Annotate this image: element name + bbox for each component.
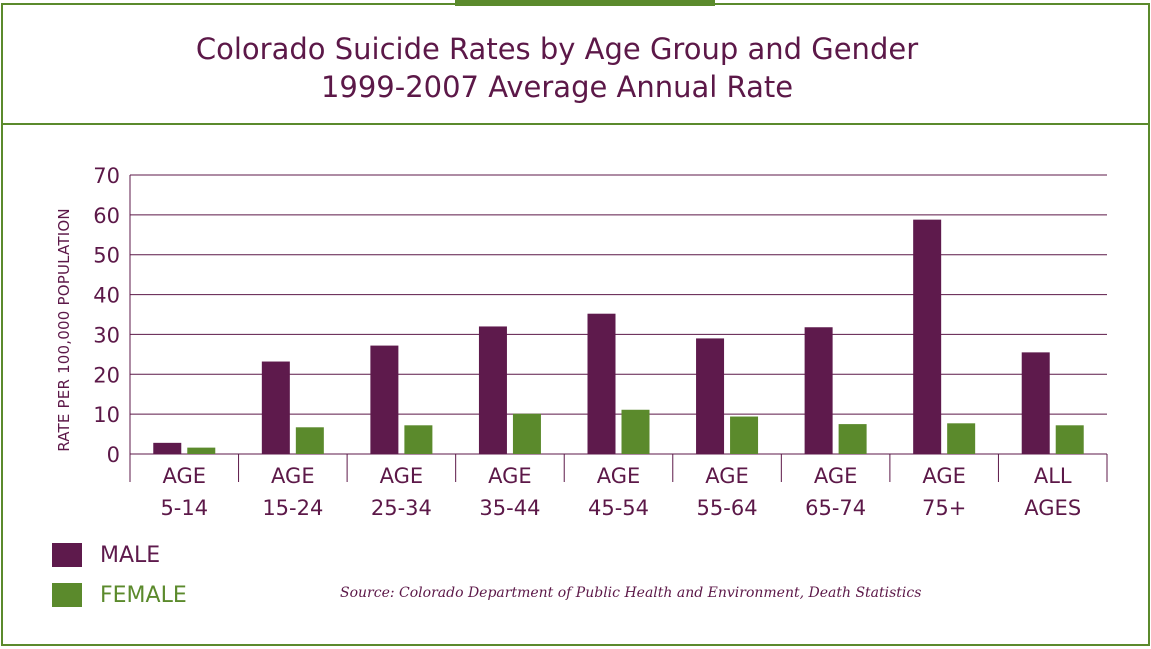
bar-female-4: [621, 409, 650, 454]
bar-female-5: [730, 416, 759, 454]
x-tick-label: AGES: [1024, 496, 1081, 520]
y-tick-label-10: 10: [93, 403, 120, 427]
bar-female-0: [187, 447, 216, 454]
chart-title-line-2: 1999-2007 Average Annual Rate: [320, 70, 794, 104]
bar-female-7: [947, 423, 976, 454]
y-tick-label-60: 60: [93, 204, 120, 228]
bar-male-3: [478, 326, 507, 454]
x-tick-label: 75+: [922, 496, 966, 520]
x-tick-label: AGE: [814, 464, 858, 488]
legend-swatch-female: [52, 583, 82, 607]
x-tick-label: AGE: [488, 464, 532, 488]
x-tick-label: 55-64: [697, 496, 758, 520]
x-tick-label: 35-44: [479, 496, 540, 520]
x-tick-label: AGE: [380, 464, 424, 488]
chart-title-line-1: Colorado Suicide Rates by Age Group and …: [195, 32, 919, 66]
x-tick-label: 25-34: [371, 496, 432, 520]
bar-male-4: [587, 313, 616, 454]
y-tick-label-30: 30: [93, 323, 120, 347]
legend-label-male: MALE: [100, 542, 161, 568]
x-tick-label: AGE: [922, 464, 966, 488]
bar-female-8: [1055, 425, 1084, 454]
legend-item-male: MALE: [52, 542, 160, 568]
bar-male-1: [261, 361, 290, 454]
outer-border: [1, 3, 1150, 646]
y-tick-label-0: 0: [107, 443, 120, 467]
source-note: Source: Colorado Department of Public He…: [340, 585, 922, 601]
bar-male-5: [696, 338, 725, 454]
y-tick-label-50: 50: [93, 244, 120, 268]
legend-label-female: FEMALE: [100, 582, 187, 608]
x-tick-label: 15-24: [262, 496, 323, 520]
bar-male-8: [1021, 352, 1050, 454]
x-tick-label: AGE: [271, 464, 315, 488]
bar-male-0: [153, 442, 182, 454]
y-tick-label-40: 40: [93, 284, 120, 308]
x-tick-label: 5-14: [160, 496, 208, 520]
x-tick-label: AGE: [705, 464, 749, 488]
bar-male-2: [370, 345, 399, 454]
bar-female-3: [512, 413, 541, 454]
legend-swatch-male: [52, 543, 82, 567]
y-tick-label-20: 20: [93, 363, 120, 387]
x-tick-label: AGE: [597, 464, 641, 488]
legend-item-female: FEMALE: [52, 582, 187, 608]
bar-male-6: [804, 327, 833, 454]
x-tick-label: 45-54: [588, 496, 649, 520]
bar-female-2: [404, 425, 433, 454]
x-tick-label: ALL: [1034, 464, 1072, 488]
x-tick-label: AGE: [163, 464, 207, 488]
bar-male-7: [913, 219, 942, 454]
x-tick-label: 65-74: [805, 496, 866, 520]
bar-female-6: [838, 424, 867, 454]
y-tick-label-70: 70: [93, 164, 120, 188]
bar-female-1: [295, 427, 324, 454]
chart-title: Colorado Suicide Rates by Age Group and …: [0, 30, 1114, 106]
